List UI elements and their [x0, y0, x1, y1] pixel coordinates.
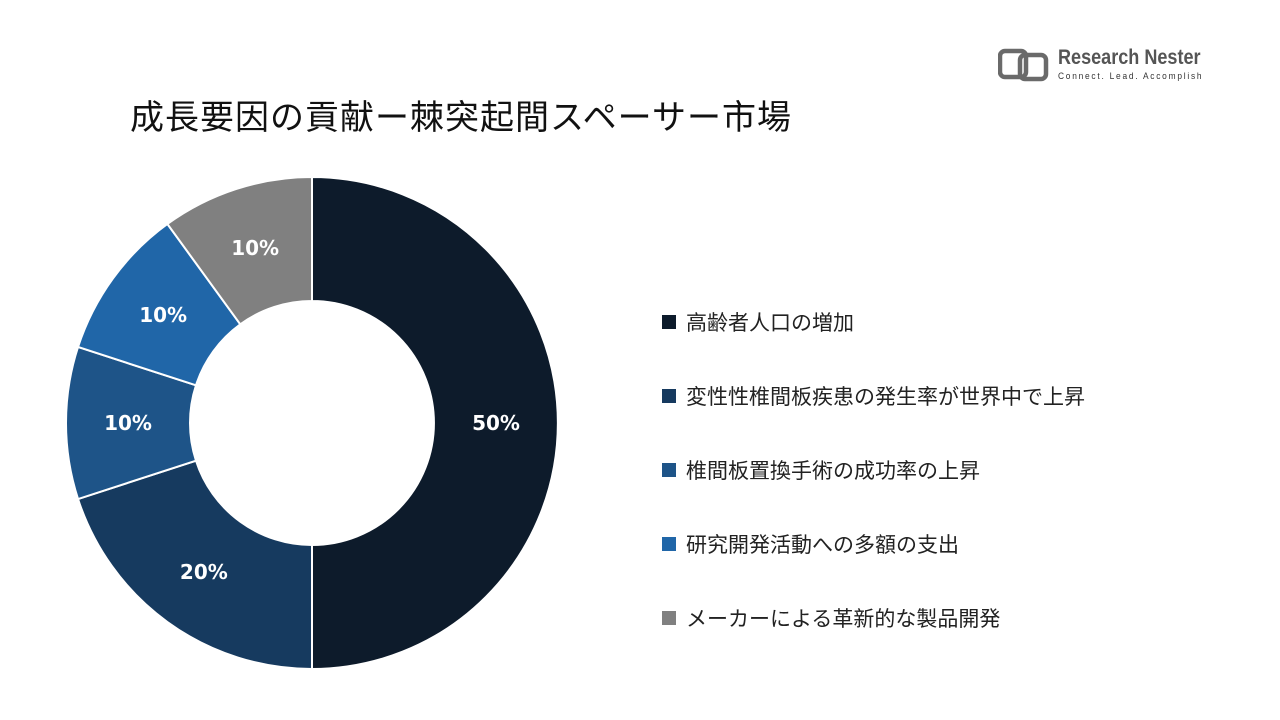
legend-item: 変性性椎間板疾患の発生率が世界中で上昇: [662, 380, 1085, 412]
legend-label: 椎間板置換手術の成功率の上昇: [686, 459, 980, 483]
legend-label: メーカーによる革新的な製品開発: [686, 607, 1001, 631]
slice-data-label: 10%: [231, 236, 279, 260]
legend-item: メーカーによる革新的な製品開発: [662, 602, 1085, 634]
research-nester-logo: Research Nester Connect. Lead. Accomplis…: [998, 46, 1238, 86]
legend-swatch: [662, 463, 676, 477]
slice-data-label: 10%: [104, 411, 152, 435]
donut-slice: [166, 175, 313, 326]
legend-item: 椎間板置換手術の成功率の上昇: [662, 454, 1085, 486]
slice-data-label: 10%: [139, 303, 187, 327]
logo-tagline: Connect. Lead. Accomplish: [1058, 71, 1204, 82]
donut-slice: [311, 175, 559, 671]
legend-item: 高齢者人口の増加: [662, 306, 1085, 338]
legend-item: 研究開発活動への多額の支出: [662, 528, 1085, 560]
legend-swatch: [662, 315, 676, 329]
slice-data-label: 20%: [180, 560, 228, 584]
donut-slice: [76, 459, 313, 671]
logo-name: Research Nester: [1058, 46, 1201, 69]
donut-chart: 50% 20% 10% 10% 10%: [65, 175, 559, 671]
chart-title: 成長要因の貢献ー棘突起間スペーサー市場: [130, 98, 792, 138]
legend-swatch: [662, 389, 676, 403]
chart-legend: 高齢者人口の増加 変性性椎間板疾患の発生率が世界中で上昇 椎間板置換手術の成功率…: [662, 306, 1085, 676]
legend-swatch: [662, 611, 676, 625]
legend-label: 変性性椎間板疾患の発生率が世界中で上昇: [686, 385, 1085, 409]
slice-data-label: 50%: [472, 411, 520, 435]
legend-label: 研究開発活動への多額の支出: [686, 533, 959, 557]
legend-label: 高齢者人口の増加: [686, 311, 854, 335]
legend-swatch: [662, 537, 676, 551]
logo-icon: [998, 48, 1049, 82]
